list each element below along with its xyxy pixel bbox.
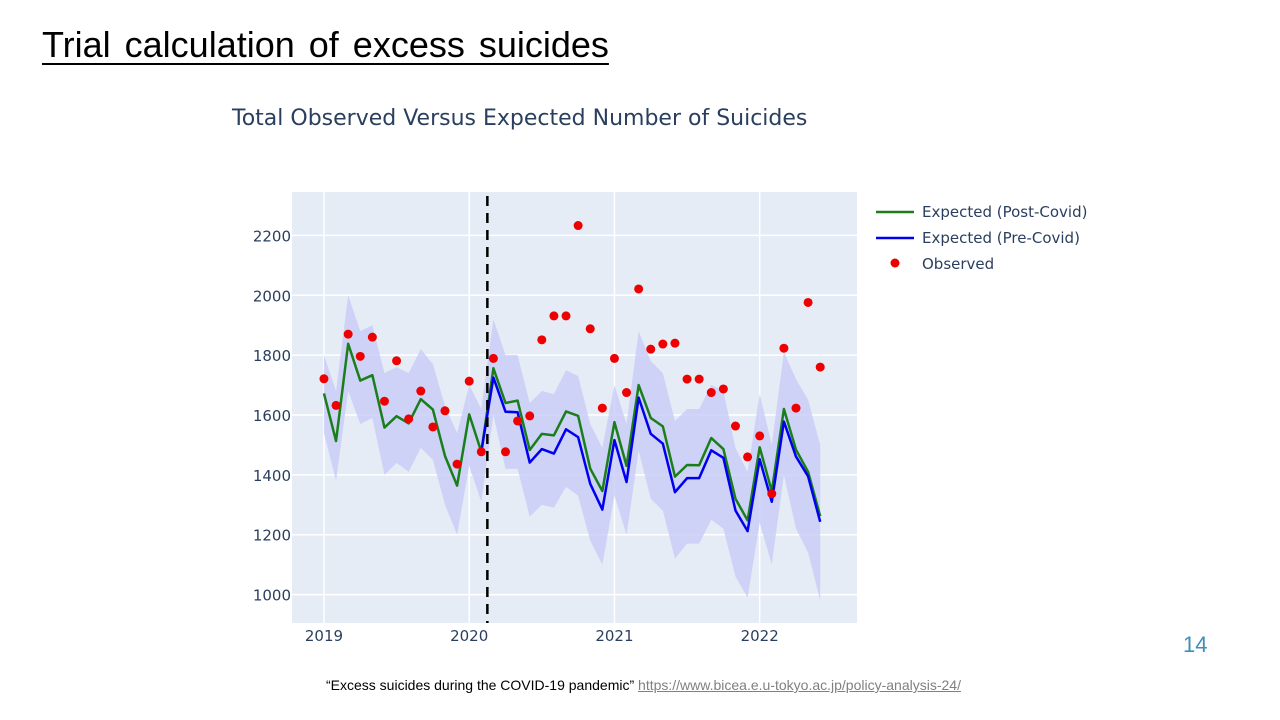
- observed-points: [319, 221, 825, 499]
- y-tick-label: 1400: [253, 467, 291, 485]
- observed-point: [319, 374, 329, 384]
- observed-point: [464, 376, 474, 386]
- legend-label: Expected (Post-Covid): [922, 203, 1087, 221]
- observed-point: [767, 489, 777, 499]
- x-axis-ticks: 2019 2020 2021 2022: [305, 627, 779, 645]
- observed-point: [440, 406, 450, 416]
- page-number: 14: [1183, 632, 1208, 657]
- y-tick-label: 1600: [253, 407, 291, 425]
- x-tick-label: 2021: [595, 627, 633, 645]
- observed-point: [331, 400, 341, 410]
- observed-point: [779, 343, 789, 353]
- observed-point: [367, 332, 377, 342]
- observed-point: [730, 421, 740, 431]
- y-axis-ticks: 1000 1200 1400 1600 1800 2000 2200: [253, 227, 291, 604]
- source-note: “Excess suicides during the COVID-19 pan…: [326, 677, 961, 693]
- observed-point: [404, 414, 414, 424]
- confidence-band: [323, 295, 821, 601]
- x-tick-label: 2022: [741, 627, 779, 645]
- observed-point: [682, 374, 692, 384]
- legend-swatch: [890, 258, 900, 268]
- y-tick-label: 2000: [253, 287, 291, 305]
- chart-title: Total Observed Versus Expected Number of…: [231, 106, 807, 131]
- x-tick-label: 2019: [305, 627, 343, 645]
- observed-point: [585, 324, 595, 334]
- y-tick-label: 2200: [253, 227, 291, 245]
- observed-point: [561, 311, 571, 321]
- observed-point: [476, 447, 486, 457]
- observed-point: [452, 459, 462, 469]
- observed-point: [706, 388, 716, 398]
- prediction-band: [323, 295, 821, 601]
- legend-label: Expected (Pre-Covid): [922, 229, 1080, 247]
- source-link[interactable]: https://www.bicea.e.u-tokyo.ac.jp/policy…: [638, 677, 961, 693]
- observed-point: [658, 339, 668, 349]
- observed-point: [718, 384, 728, 394]
- source-text: “Excess suicides during the COVID-19 pan…: [326, 677, 639, 693]
- observed-point: [646, 344, 656, 354]
- observed-point: [622, 388, 632, 398]
- observed-point: [488, 353, 498, 363]
- observed-point: [428, 422, 438, 432]
- observed-point: [343, 329, 353, 339]
- x-tick-label: 2020: [450, 627, 488, 645]
- expected-pre-covid-line: [480, 376, 822, 533]
- observed-point: [537, 335, 547, 345]
- observed-point: [379, 396, 389, 406]
- observed-point: [755, 431, 765, 441]
- observed-point: [694, 374, 704, 384]
- observed-point: [634, 284, 644, 294]
- observed-point: [815, 362, 825, 372]
- y-tick-label: 1200: [253, 527, 291, 545]
- observed-point: [549, 311, 559, 321]
- observed-point: [525, 411, 535, 421]
- observed-point: [743, 452, 753, 462]
- observed-point: [392, 356, 402, 366]
- y-tick-label: 1800: [253, 347, 291, 365]
- observed-point: [597, 403, 607, 413]
- observed-point: [416, 386, 426, 396]
- observed-point: [513, 416, 523, 426]
- legend: Expected (Post-Covid) Expected (Pre-Covid…: [876, 203, 1087, 273]
- observed-point: [573, 221, 583, 231]
- observed-point: [609, 353, 619, 363]
- legend-label: Observed: [922, 255, 994, 273]
- observed-point: [803, 297, 813, 307]
- observed-point: [355, 351, 365, 361]
- observed-point: [670, 338, 680, 348]
- observed-point: [791, 403, 801, 413]
- slide-title: Trial calculation of excess suicides: [42, 24, 609, 65]
- observed-point: [501, 447, 511, 457]
- y-tick-label: 1000: [253, 587, 291, 605]
